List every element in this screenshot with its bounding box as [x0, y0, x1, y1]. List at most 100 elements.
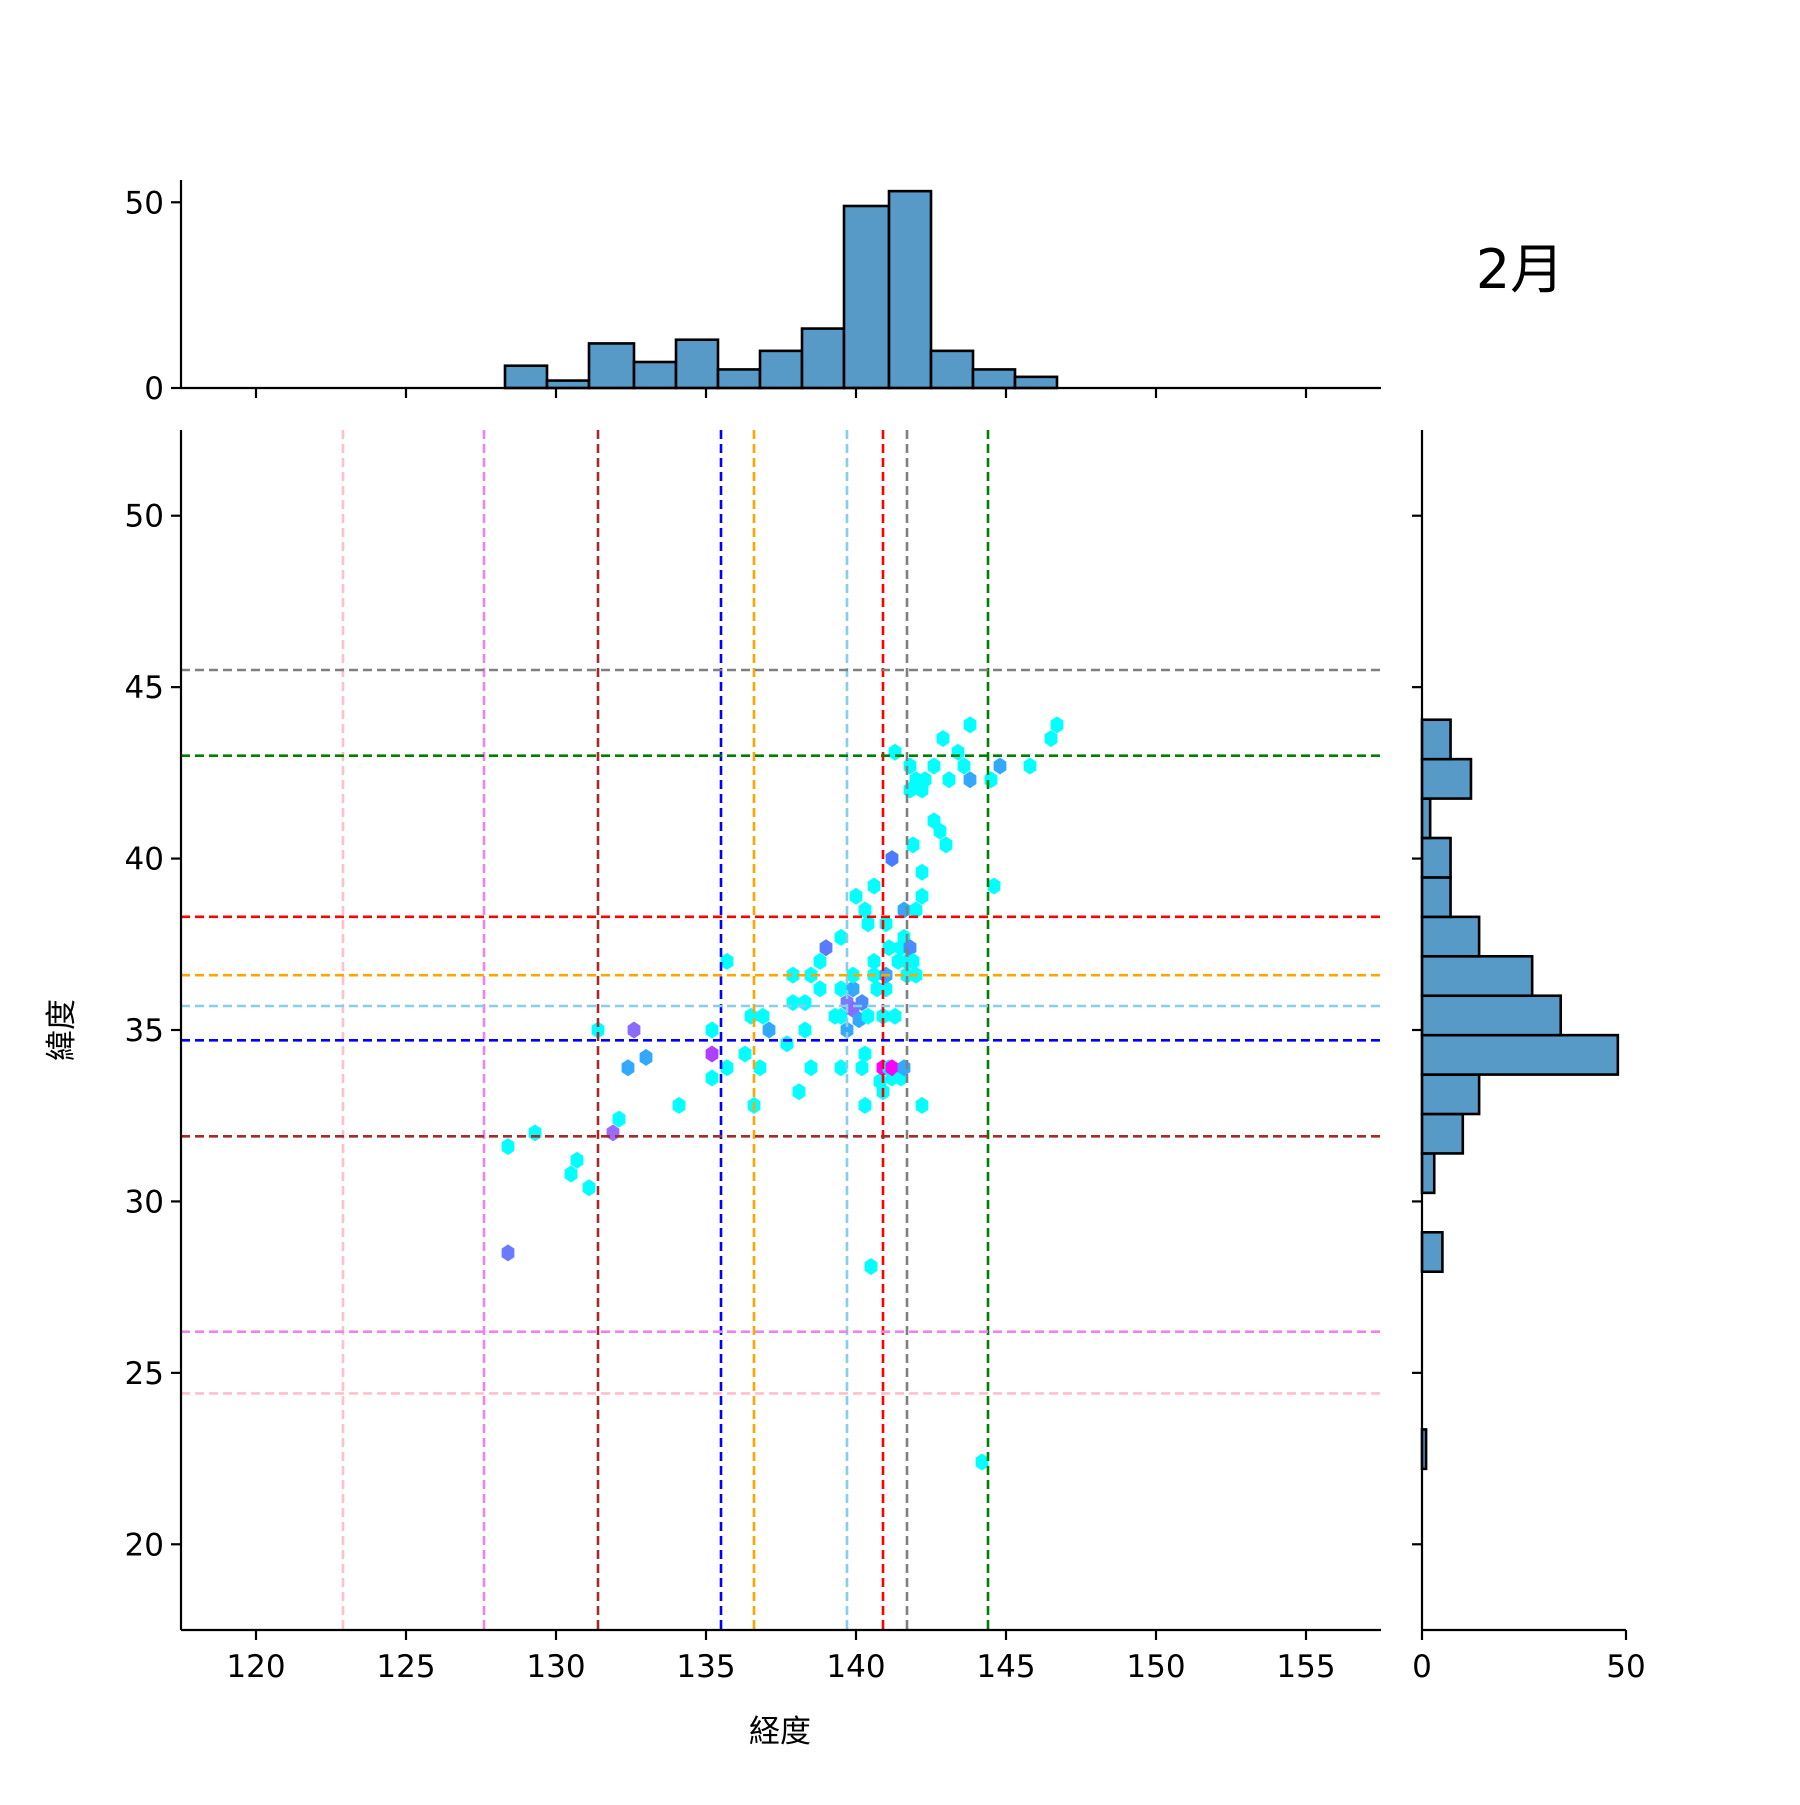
right-histogram-bar: [1420, 954, 1534, 998]
hex-cell: [864, 1258, 878, 1276]
top-histogram-bar: [545, 379, 591, 390]
x-tick-label: 135: [676, 1649, 735, 1685]
hex-cell: [915, 863, 929, 881]
hex-cell: [786, 966, 800, 984]
hex-cell: [861, 1007, 875, 1025]
top-histogram-bar: [929, 349, 975, 390]
hex-cell: [564, 1165, 578, 1183]
hex-cell: [933, 822, 947, 840]
x-tick-label: 145: [976, 1649, 1035, 1685]
hex-cell: [876, 1007, 890, 1025]
hex-cell: [834, 980, 848, 998]
hex-cell: [627, 1021, 641, 1039]
hex-cell: [858, 901, 872, 919]
right-histogram-bar: [1420, 1112, 1465, 1155]
y-tick-label: 45: [125, 670, 164, 706]
top-histogram-bar: [587, 342, 636, 390]
hex-cell: [738, 1045, 752, 1063]
hex-cell: [528, 1124, 542, 1142]
y-axis-label: 緯度: [44, 999, 80, 1061]
hex-cell: [606, 1124, 620, 1142]
hex-cell: [621, 1059, 635, 1077]
right-hist-x-tick-label: 0: [1412, 1649, 1432, 1685]
hex-cell: [786, 994, 800, 1012]
right-histogram-bar: [1420, 1230, 1444, 1274]
hex-cell: [834, 928, 848, 946]
hex-cell: [951, 743, 965, 761]
hex-cell: [705, 1045, 719, 1063]
top-histogram-bar: [842, 204, 891, 390]
top-histogram-bar: [716, 368, 762, 390]
hex-cell: [834, 1007, 848, 1025]
hex-cell: [915, 887, 929, 905]
right-histogram-bar: [1420, 757, 1473, 800]
x-tick-label: 155: [1276, 1649, 1335, 1685]
hex-cell: [849, 887, 863, 905]
hex-cell: [987, 877, 1001, 895]
hex-cell: [591, 1021, 605, 1039]
hex-cell: [915, 1096, 929, 1114]
hex-cell: [612, 1110, 626, 1128]
right-histogram-bar: [1420, 1033, 1620, 1076]
top-histogram-bar: [971, 368, 1017, 390]
x-tick-label: 130: [526, 1649, 585, 1685]
hex-cell: [975, 1453, 989, 1471]
hex-cell: [939, 836, 953, 854]
hex-cell: [858, 1045, 872, 1063]
right-histogram-bar: [1420, 718, 1452, 761]
hex-cell: [834, 1059, 848, 1077]
chart-title: 2月: [1476, 238, 1564, 301]
top-histogram-bar: [887, 189, 933, 390]
hex-cell: [855, 1059, 869, 1077]
right-histogram-bar: [1420, 876, 1452, 919]
hex-cell: [867, 952, 881, 970]
hex-cell: [792, 1083, 806, 1101]
hex-cell: [813, 980, 827, 998]
x-axis-label: 経度: [749, 1714, 811, 1750]
hex-cell: [957, 757, 971, 775]
hex-cell: [993, 757, 1007, 775]
hex-cell: [888, 1007, 902, 1025]
hex-cell: [813, 952, 827, 970]
hex-cell: [744, 1007, 758, 1025]
hex-cell: [501, 1244, 515, 1262]
hex-cell: [885, 1059, 899, 1077]
hex-cell: [720, 952, 734, 970]
hex-cell: [885, 850, 899, 868]
top-histogram-bar: [758, 349, 804, 390]
hex-cell: [1023, 757, 1037, 775]
hex-cell: [918, 771, 932, 789]
top-histogram-bar: [632, 360, 678, 390]
hex-cell: [639, 1048, 653, 1066]
hex-cell: [903, 757, 917, 775]
right-histogram-bar: [1420, 1152, 1436, 1195]
hex-cell: [906, 952, 920, 970]
hex-cell: [780, 1035, 794, 1053]
hex-cell: [705, 1021, 719, 1039]
right-histogram-bar: [1420, 836, 1452, 879]
hex-cell: [705, 1069, 719, 1087]
hex-cell: [840, 1021, 854, 1039]
right-histogram-bar: [1420, 1073, 1481, 1116]
hex-cell: [906, 836, 920, 854]
top-histogram-bar: [800, 327, 846, 390]
top-histogram-bar: [674, 338, 720, 390]
y-tick-label: 50: [125, 499, 164, 535]
hex-cell: [984, 771, 998, 789]
y-tick-label: 40: [125, 842, 164, 878]
hex-cell: [1050, 716, 1064, 734]
hex-cell: [798, 994, 812, 1012]
top-histogram-bar: [1013, 375, 1059, 390]
hex-cell: [942, 771, 956, 789]
hex-cell: [762, 1021, 776, 1039]
hex-cell: [1044, 730, 1058, 748]
hex-cell: [756, 1007, 770, 1025]
x-tick-label: 120: [226, 1649, 285, 1685]
hex-cell: [963, 716, 977, 734]
right-histogram-bar: [1420, 994, 1563, 1037]
hex-cell: [882, 939, 896, 957]
right-hist-x-tick-label: 50: [1606, 1649, 1645, 1685]
hex-cell: [672, 1096, 686, 1114]
